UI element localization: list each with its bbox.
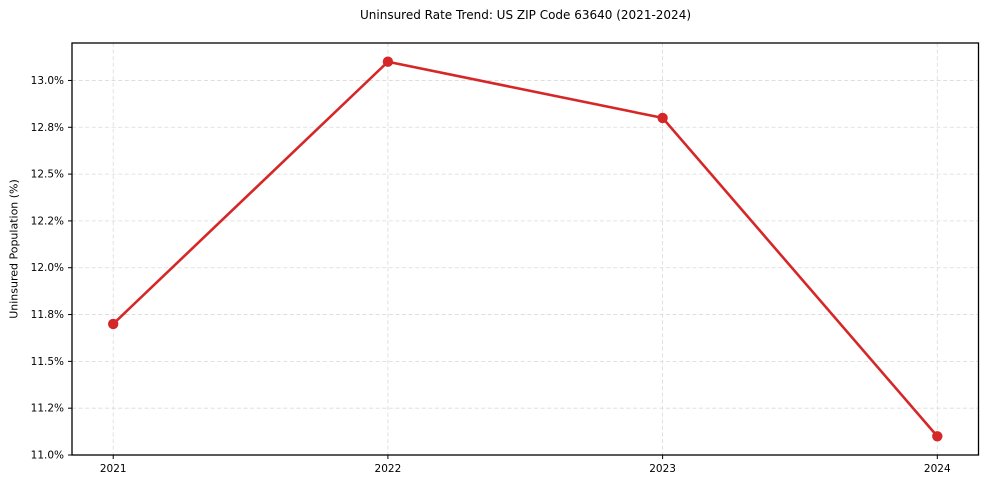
data-point-marker [657,112,668,124]
y-tick-label: 11.2% [31,403,64,415]
y-tick-label: 12.2% [31,215,64,227]
y-tick-label: 12.0% [31,262,64,274]
y-tick-label: 11.8% [31,309,64,321]
grid-layer [72,43,979,456]
data-point-marker [932,431,943,442]
x-tick-label: 2021 [100,463,127,475]
x-tick-label: 2022 [375,463,402,475]
series-layer [108,56,943,442]
y-tick-label: 12.8% [31,122,64,134]
data-point-marker [382,56,394,67]
data-point-marker [108,318,119,330]
x-tick-label: 2024 [924,463,951,475]
y-tick-label: 13.0% [31,75,64,87]
x-tick-label: 2023 [649,463,676,475]
y-tick-label: 11.0% [31,450,64,462]
chart-title: Uninsured Rate Trend: US ZIP Code 63640 … [359,8,692,22]
axes-layer: 2021 2022 2023 2024 11.0% 11.2% 11.5% 11.8% 12.0… [31,42,980,475]
axes-frame [71,42,980,456]
trend-line [111,60,939,438]
y-tick-label: 11.5% [31,356,64,368]
y-tick-label: 12.5% [31,169,64,181]
